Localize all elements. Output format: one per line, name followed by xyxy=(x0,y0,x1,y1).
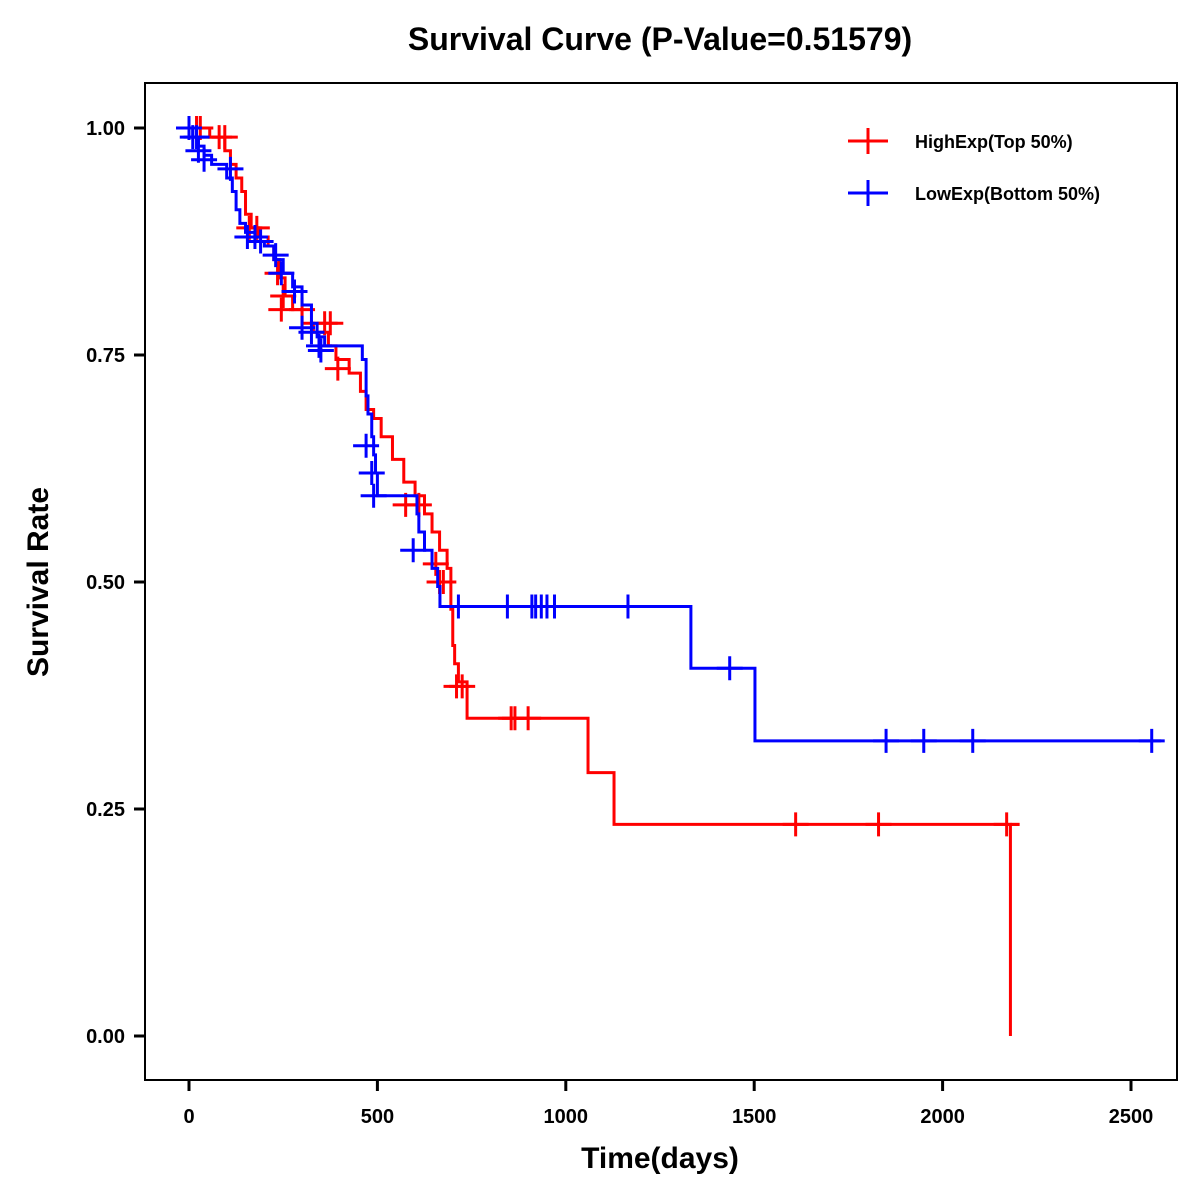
censor-mark xyxy=(183,125,210,150)
legend-item: HighExp(Top 50%) xyxy=(848,128,1073,154)
series-low-exp xyxy=(176,116,1165,753)
censor-mark xyxy=(1138,728,1165,753)
censor-mark xyxy=(298,320,325,345)
legend-marker-icon xyxy=(848,180,888,206)
censor-mark xyxy=(865,812,892,837)
censor-mark xyxy=(400,538,427,563)
x-tick-label: 1000 xyxy=(544,1106,589,1128)
x-axis: 0 500 1000 1500 2000 2500 xyxy=(183,1080,1153,1128)
x-tick-label: 500 xyxy=(361,1106,394,1128)
legend: HighExp(Top 50%) LowExp(Bottom 50%) xyxy=(848,128,1100,206)
x-tick-label: 0 xyxy=(183,1106,194,1128)
legend-marker-icon xyxy=(848,128,888,154)
censor-mark xyxy=(873,728,900,753)
censor-mark xyxy=(211,125,238,150)
survival-step-line xyxy=(189,126,1012,1036)
censor-mark xyxy=(445,594,472,619)
censor-mark xyxy=(217,156,244,181)
censor-mark xyxy=(247,229,274,254)
censor-mark xyxy=(307,338,334,363)
x-tick-label: 1500 xyxy=(732,1106,777,1128)
legend-label: LowExp(Bottom 50%) xyxy=(915,184,1100,204)
series-high-exp xyxy=(183,116,1020,1036)
plot-frame xyxy=(144,82,1178,1081)
series-layer xyxy=(176,116,1165,1036)
censor-mark xyxy=(515,706,542,731)
y-tick-label: 0.50 xyxy=(86,572,125,594)
censor-mark xyxy=(360,483,387,508)
y-tick-label: 1.00 xyxy=(86,118,125,140)
censor-mark xyxy=(262,243,289,268)
y-tick-label: 0.00 xyxy=(86,1026,125,1048)
censor-mark xyxy=(317,311,344,336)
survival-step-line xyxy=(189,126,1162,743)
censor-mark xyxy=(541,594,568,619)
censor-mark xyxy=(241,224,268,249)
censor-mark xyxy=(614,594,641,619)
censor-mark xyxy=(993,812,1020,837)
y-tick-label: 0.25 xyxy=(86,799,125,821)
legend-item: LowExp(Bottom 50%) xyxy=(848,180,1100,206)
censor-mark xyxy=(494,594,521,619)
censor-mark xyxy=(353,433,380,458)
censor-mark xyxy=(191,147,218,172)
censor-mark xyxy=(281,279,308,304)
y-tick-label: 0.75 xyxy=(86,345,125,367)
censor-mark xyxy=(270,283,297,308)
chart-title: Survival Curve (P-Value=0.51579) xyxy=(408,21,912,57)
censor-mark xyxy=(782,812,809,837)
x-tick-label: 2500 xyxy=(1109,1106,1154,1128)
legend-label: HighExp(Top 50%) xyxy=(915,132,1073,152)
censor-mark xyxy=(358,461,385,486)
censor-mark xyxy=(910,728,937,753)
censor-mark xyxy=(422,551,449,576)
censor-mark xyxy=(959,728,986,753)
censor-mark xyxy=(716,656,743,681)
censor-mark xyxy=(449,674,476,699)
x-axis-title: Time(days) xyxy=(581,1142,739,1175)
x-tick-label: 2000 xyxy=(920,1106,965,1128)
censor-mark xyxy=(324,356,351,381)
censor-mark xyxy=(268,261,295,286)
censor-mark xyxy=(430,570,457,594)
y-axis: 0.00 0.25 0.50 0.75 1.00 xyxy=(86,118,145,1048)
y-axis-title: Survival Rate xyxy=(22,487,55,677)
censor-mark xyxy=(305,333,332,358)
